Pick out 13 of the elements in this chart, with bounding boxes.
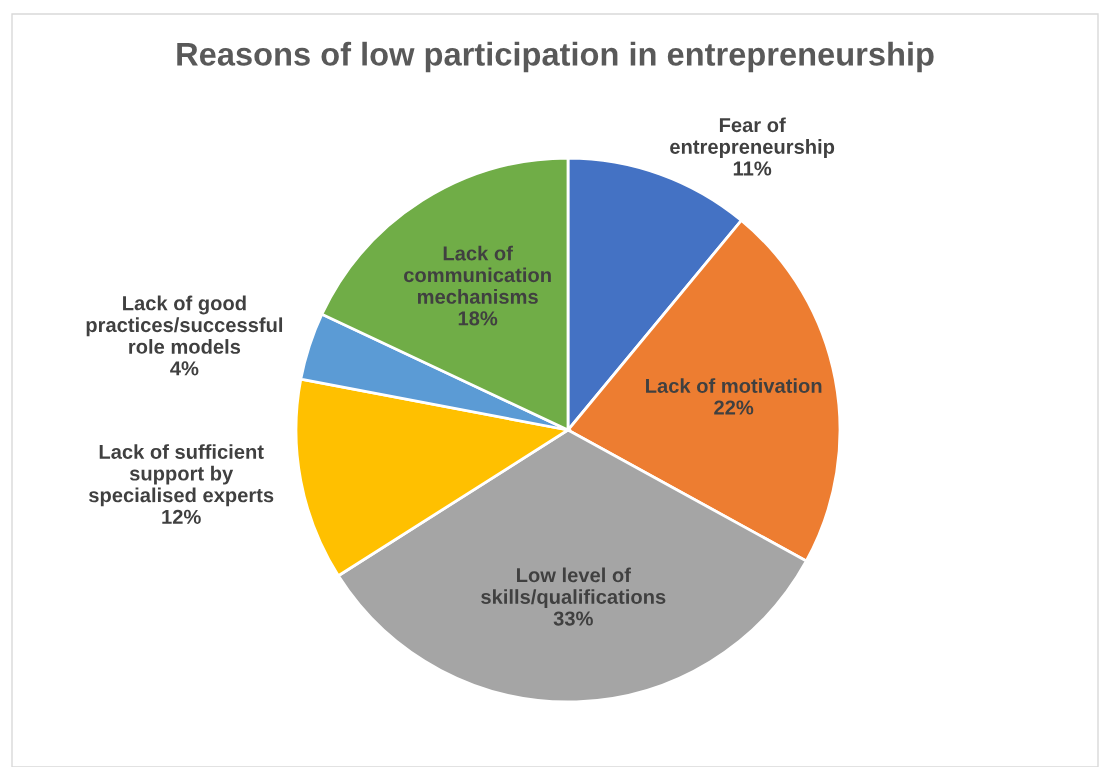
- slice-label: Lack of motivation: [646, 378, 822, 393]
- data-label: 11%: [733, 161, 772, 176]
- data-label: 22%: [714, 400, 754, 415]
- slice-label: Low level of skills/qualifications: [481, 567, 666, 608]
- slice-label: Lack of sufficient support by specialised experts: [88, 444, 274, 507]
- slice-label: Fear of entrepreneurship: [670, 117, 835, 158]
- data-label: 4%: [170, 361, 199, 376]
- data-label: 18%: [458, 311, 498, 326]
- chart-title: Reasons of low participation in entrepreneurship: [177, 41, 934, 73]
- slice-label: Lack of good practices/successful role models: [86, 295, 283, 354]
- data-label: 12%: [162, 509, 201, 524]
- data-label: 33%: [553, 611, 593, 626]
- slice-label: Lack of communication mechanisms: [404, 245, 551, 304]
